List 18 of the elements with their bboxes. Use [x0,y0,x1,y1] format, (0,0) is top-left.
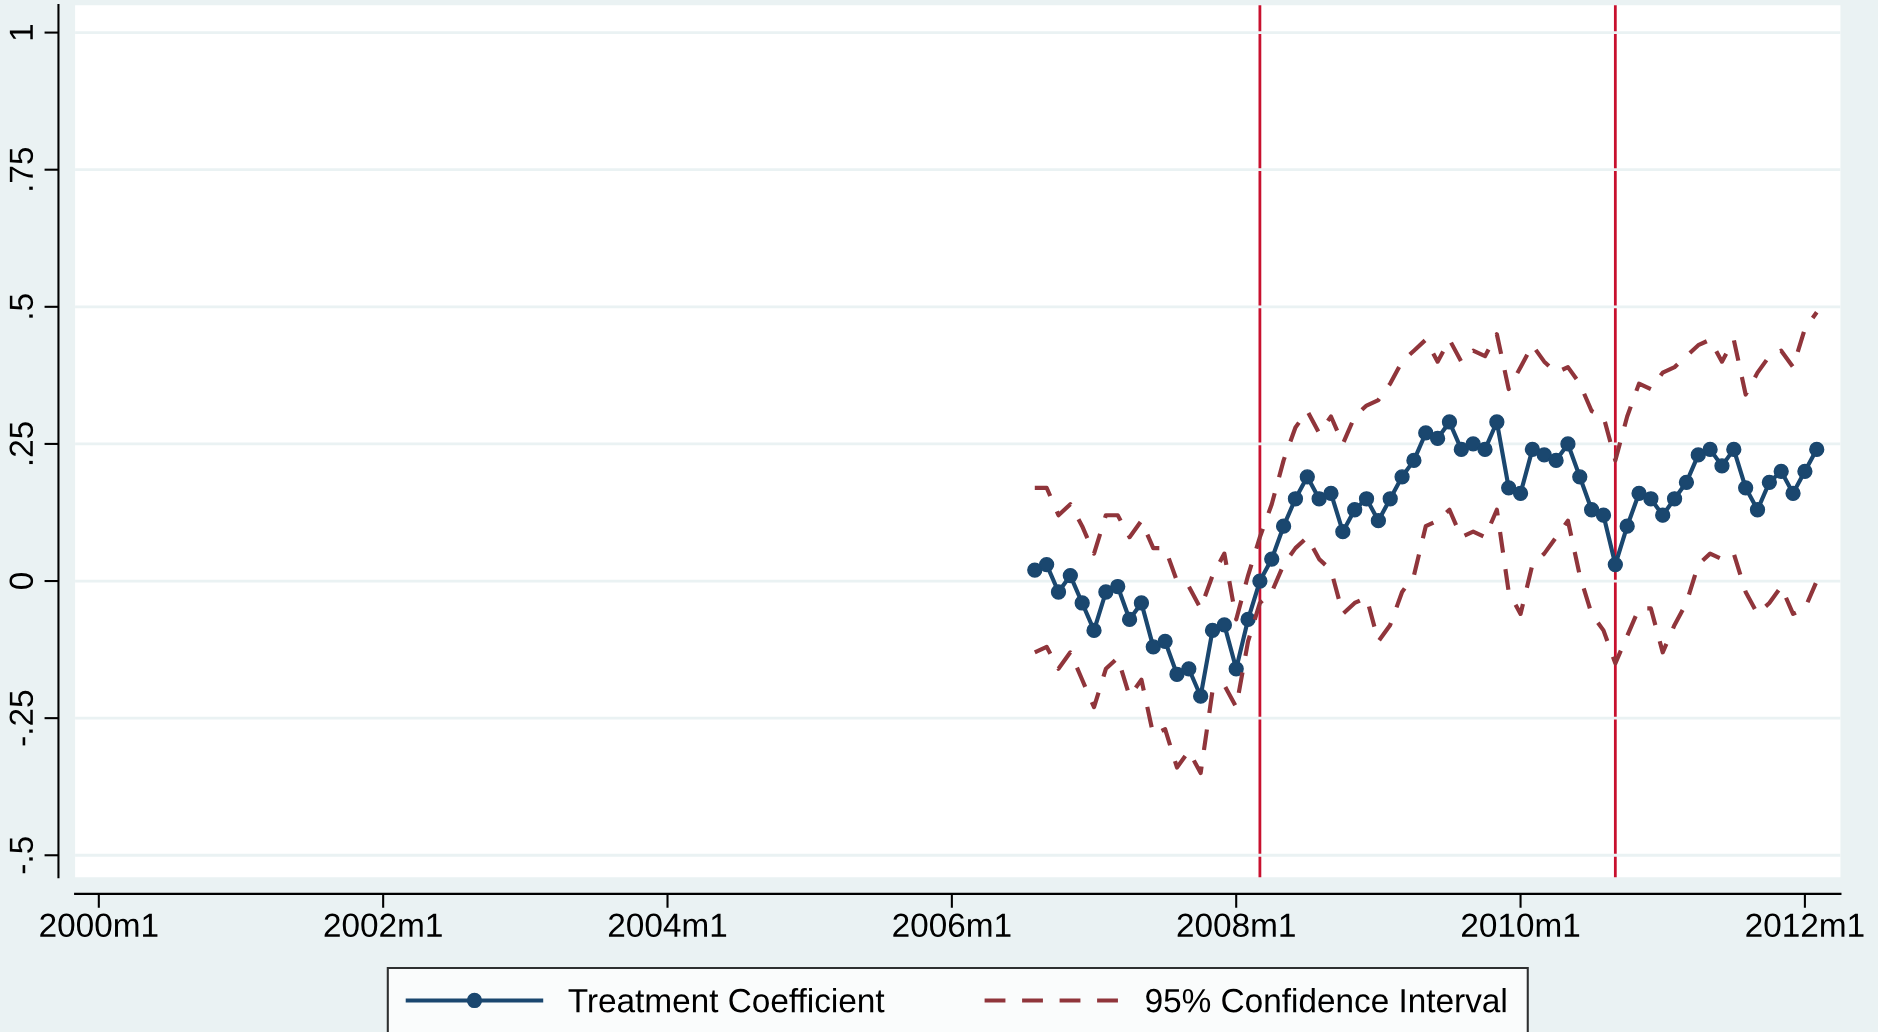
y-tick-label: .5 [9,294,34,318]
y-tick-label: -.5 [9,837,34,874]
y-tick-label: 1 [9,24,33,40]
legend-label: 95% Confidence Interval [1146,987,1506,1013]
x-tick-label: 2008m1 [1177,913,1295,938]
line-series [1032,507,1819,776]
x-tick-label: 2010m1 [1462,913,1580,938]
x-tick-label: 2012m1 [1746,913,1864,938]
y-tick-label: 0 [9,573,34,589]
x-tick-label: 2000m1 [40,913,158,938]
x-tick-label: 2002m1 [324,913,442,938]
y-tick-label: .25 [9,422,34,465]
x-tick-label: 2006m1 [893,913,1011,938]
x-tick-label: 2004m1 [608,913,727,938]
line-series [1032,310,1819,622]
y-tick-label: -.25 [9,690,34,746]
legend-label: Treatment Coefficient [568,987,885,1013]
y-tick-label: .75 [9,147,34,190]
